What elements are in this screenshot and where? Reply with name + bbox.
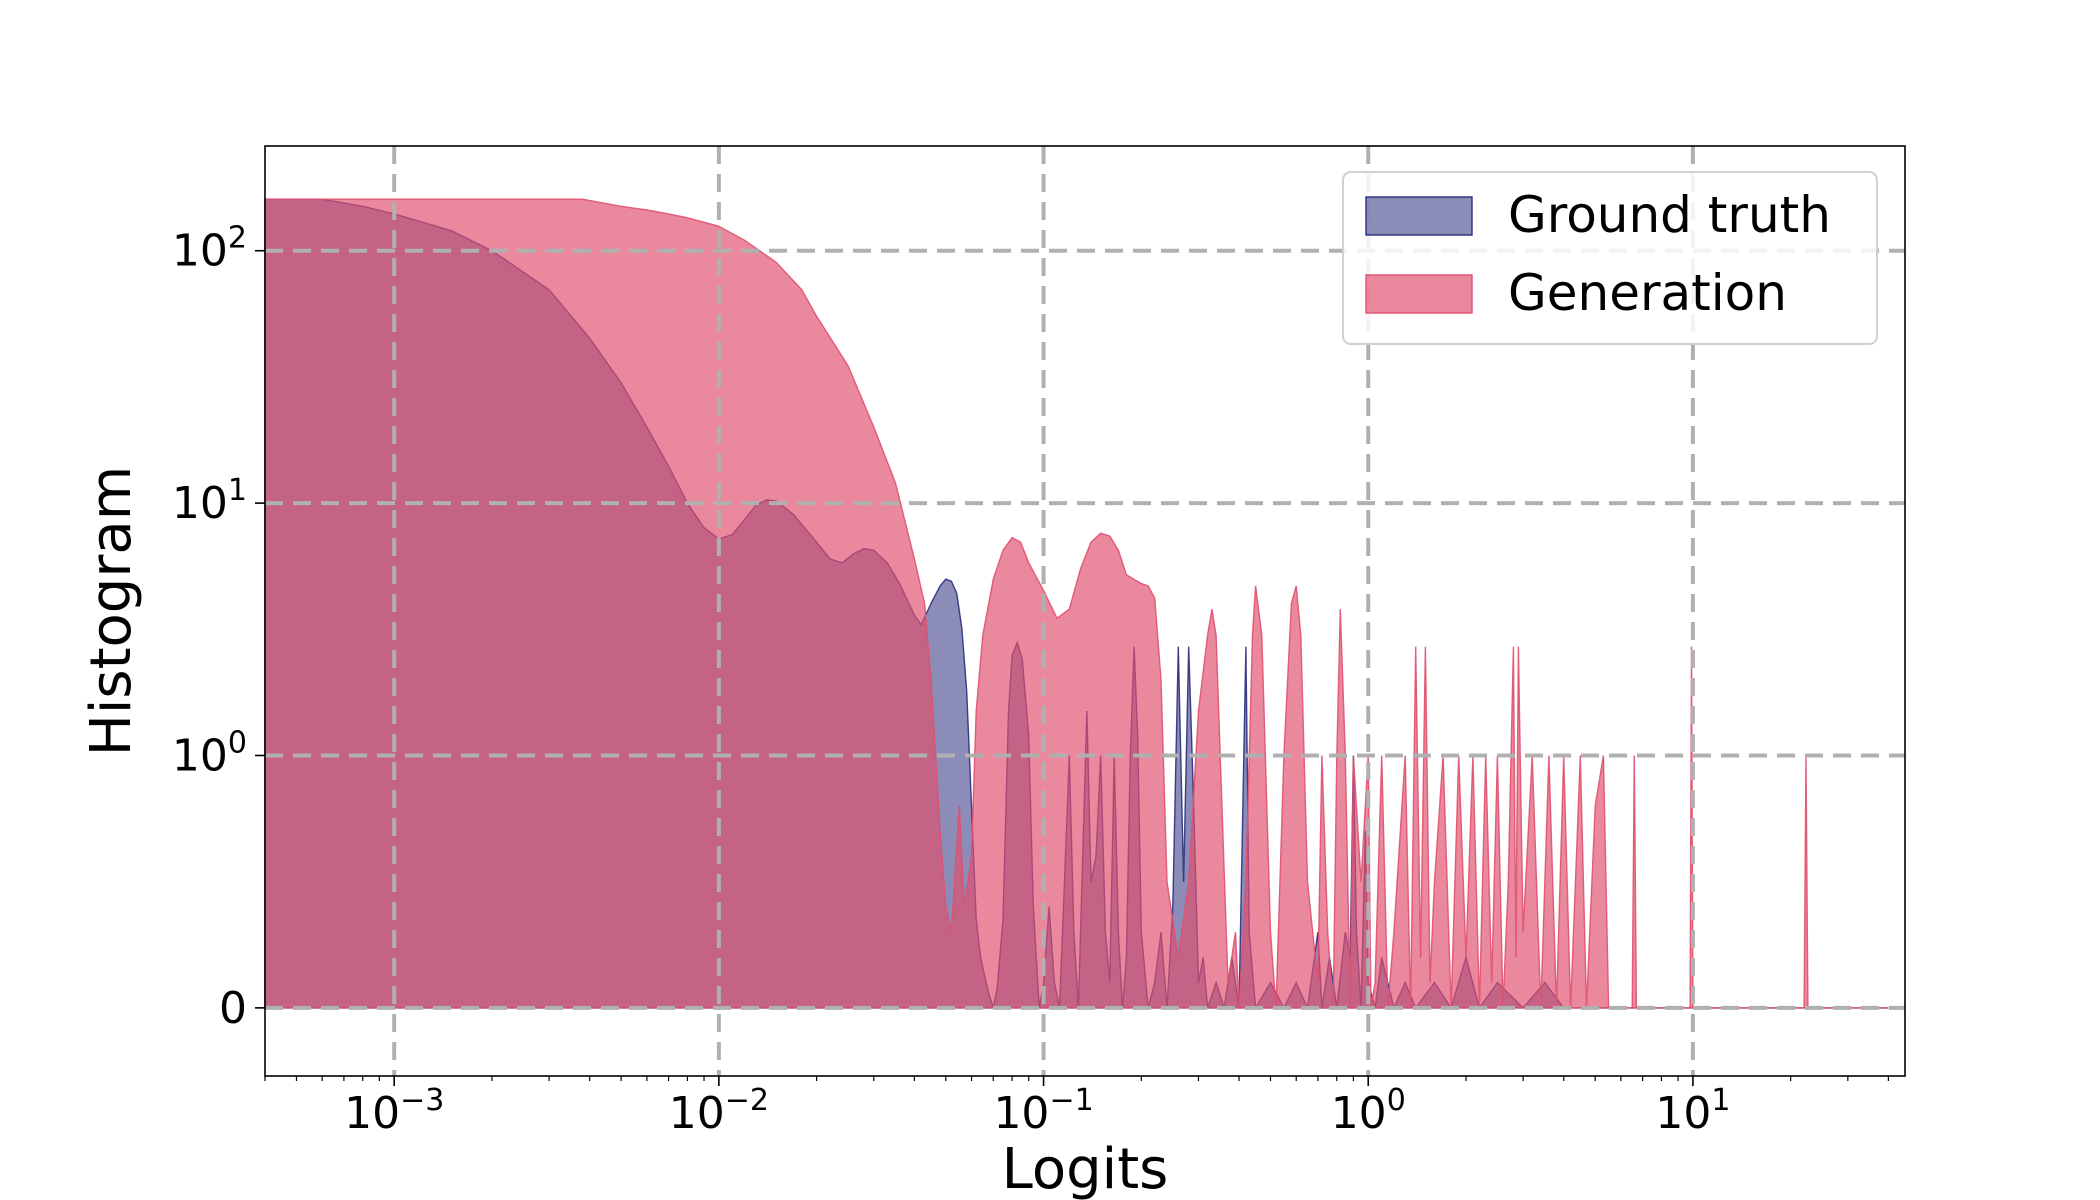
legend-label: Generation: [1508, 264, 1787, 322]
y-axis-ticks: 0 100 101 102: [172, 221, 265, 1034]
x-tick-label: 10−1: [993, 1083, 1093, 1139]
y-tick-label: 102: [172, 221, 247, 277]
x-tick-label: 10−2: [669, 1083, 769, 1139]
y-axis-title: Histogram: [79, 466, 144, 757]
legend-box: [1342, 171, 1878, 345]
area-series-group: [264, 198, 1889, 1011]
legend-swatch-generation: [1365, 274, 1473, 314]
x-axis-title: Logits: [1002, 1137, 1169, 1200]
x-tick-label: 100: [1331, 1083, 1406, 1139]
area-series-generation: [264, 198, 1889, 1009]
y-tick-label: 0: [219, 983, 247, 1034]
x-axis-ticks: 10−3 10−2 10−1 100 101: [264, 1076, 1889, 1139]
legend-label: Ground truth: [1508, 186, 1831, 244]
legend-swatch-ground-truth: [1365, 196, 1473, 236]
plot-frame: [264, 145, 1906, 1077]
x-tick-label: 101: [1655, 1083, 1730, 1139]
y-tick-label: 100: [172, 725, 247, 781]
legend: Ground truth Generation: [1342, 171, 1878, 345]
x-tick-label: 10−3: [344, 1083, 444, 1139]
y-tick-label: 101: [172, 473, 247, 529]
